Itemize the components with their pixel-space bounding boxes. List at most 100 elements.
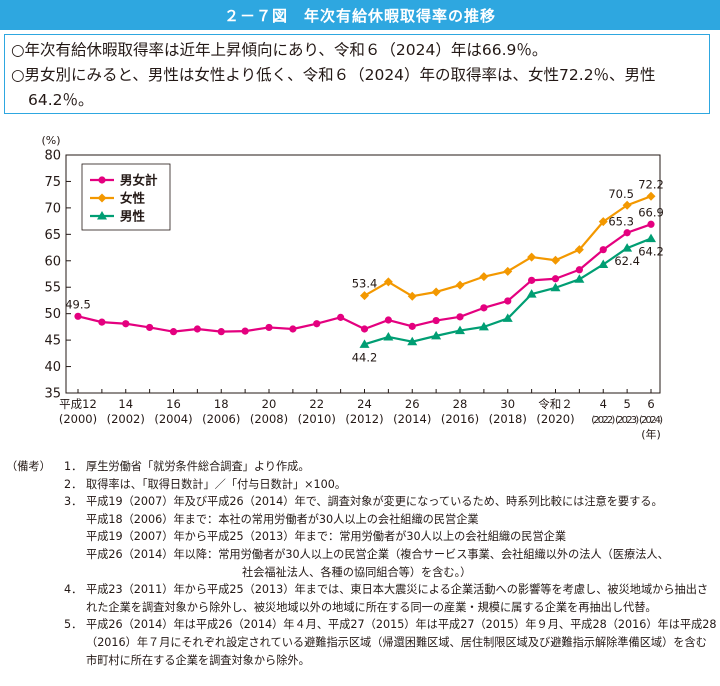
data-point	[431, 287, 441, 297]
data-label: 70.5	[608, 187, 634, 201]
data-point	[431, 330, 442, 340]
data-point	[478, 321, 489, 331]
data-point	[383, 331, 394, 341]
note-1: （備考） 1． 厚生労働省「就労条件総合調査」より作成。	[6, 458, 718, 476]
note-5: 5． 平成26（2014）年は平成26（2014）年４月、平成27（2015）年…	[6, 616, 718, 669]
x-tick-sublabel: (2023)	[615, 415, 639, 426]
data-point	[622, 200, 632, 210]
data-label: 44.2	[352, 350, 378, 364]
notes-lead: （備考）	[6, 460, 51, 473]
x-tick-label: 22	[309, 397, 324, 411]
x-tick-label: 平成12	[59, 397, 97, 411]
note-text: 平成23（2011）年から平成25（2013）年までは、東日本大震災による企業活…	[86, 583, 709, 614]
x-tick-label: 令和２	[538, 397, 573, 411]
plot-frame	[65, 154, 661, 394]
note-number: 1．	[64, 460, 83, 473]
note-3-sub-1: 平成18（2006）年まで：本社の常用労働者が30人以上の会社組織の民営企業	[86, 512, 479, 526]
data-point	[503, 266, 513, 276]
data-point	[551, 255, 560, 265]
y-tick-label: 70	[44, 201, 61, 216]
data-label: 62.4	[614, 254, 640, 268]
data-label: 53.4	[352, 277, 378, 291]
data-point	[550, 282, 561, 292]
data-point	[479, 272, 489, 282]
data-point	[574, 274, 585, 283]
note-3-sub-2: 平成19（2007）年から平成25（2013）年まで：常用労働者が30人以上の会…	[86, 530, 567, 544]
x-tick-sublabel: (2020)	[536, 412, 574, 426]
y-tick-label: 40	[44, 360, 61, 375]
data-point	[623, 229, 631, 237]
note-3-sub-4: 社会福祉法人、各種の協同組合等）を含む。）	[242, 565, 472, 579]
data-point	[622, 243, 633, 252]
data-point	[598, 217, 608, 227]
data-point	[407, 291, 417, 301]
notes-section: （備考） 1． 厚生労働省「就労条件総合調査」より作成。 2． 取得率は、「取得…	[6, 458, 718, 669]
data-point	[384, 316, 392, 324]
data-point	[527, 252, 537, 262]
data-point	[169, 328, 178, 336]
data-point	[456, 313, 464, 321]
data-point	[480, 304, 488, 312]
data-label: 66.9	[638, 205, 664, 219]
note-number: 3．	[64, 495, 83, 509]
data-point	[574, 245, 584, 255]
x-tick-label: 18	[214, 397, 229, 411]
data-point	[98, 318, 106, 326]
x-tick-label: 16	[166, 397, 181, 411]
y-tick-label: 35	[44, 387, 61, 402]
note-number: 5．	[64, 618, 83, 632]
x-tick-sublabel: (2006)	[202, 412, 240, 426]
x-tick-sublabel: (2022)	[591, 415, 615, 426]
y-tick-label: 50	[44, 307, 61, 322]
data-point	[598, 259, 609, 268]
x-tick-label: 20	[262, 397, 277, 411]
data-point	[289, 325, 297, 333]
data-point	[383, 277, 393, 287]
summary-box: ○年次有給休暇取得率は近年上昇傾向にあり、令和６（2024）年は66.9％。 ○…	[4, 34, 710, 114]
data-point	[551, 275, 560, 283]
data-point	[504, 297, 512, 305]
y-tick-label: 65	[44, 228, 61, 243]
data-point	[575, 266, 583, 274]
x-tick-sublabel: (2016)	[441, 412, 479, 426]
x-tick-sublabel: (2000)	[59, 412, 97, 426]
summary-line-2-cont: 64.2％。	[28, 91, 94, 109]
data-point	[455, 325, 465, 335]
note-text: 平成19（2007）年及び平成26（2014）年で、調査対象が変更になっているた…	[86, 495, 663, 509]
note-3-sub-3: 平成26（2014）年以降：常用労働者が30人以上の民営企業（複合サービス事業、…	[86, 547, 669, 561]
y-tick-label: 45	[44, 334, 61, 349]
legend-label: 男性	[120, 209, 146, 224]
x-tick-label: 4	[600, 397, 607, 411]
x-unit-label: (年)	[641, 427, 661, 441]
data-point	[455, 280, 465, 290]
x-tick-sublabel: (2024)	[639, 415, 663, 426]
legend-label: 女性	[120, 191, 146, 206]
note-number: 4．	[64, 583, 83, 597]
data-point	[265, 323, 273, 332]
note-text: 厚生労働省「就労条件総合調査」より作成。	[86, 460, 310, 473]
data-point	[432, 316, 440, 325]
data-point	[313, 320, 321, 328]
data-point	[97, 193, 107, 203]
data-point	[98, 176, 106, 184]
y-tick-label: 75	[44, 175, 61, 190]
y-tick-label: 55	[44, 281, 61, 296]
data-point	[647, 220, 655, 228]
line-chart: (%)35404550556065707580平成12(2000)14(2002…	[41, 134, 664, 441]
x-tick-label: 26	[405, 397, 420, 411]
data-point	[599, 246, 607, 254]
data-point	[360, 325, 369, 333]
data-label: 72.2	[638, 177, 664, 191]
data-point	[74, 312, 82, 320]
data-label: 49.5	[65, 297, 91, 311]
summary-line-2: ○男女別にみると、男性は女性より低く、令和６（2024）年の取得率は、女性72.…	[11, 66, 656, 84]
y-tick-label: 80	[44, 149, 61, 164]
data-point	[646, 233, 656, 243]
x-tick-label: 5	[623, 397, 630, 411]
note-2: 2． 取得率は、「取得日数計」／「付与日数計」×100。	[6, 476, 718, 494]
figure-title: ２－７図 年次有給休暇取得率の推移	[223, 6, 496, 25]
figure-title-bar: ２－７図 年次有給休暇取得率の推移	[0, 0, 720, 30]
data-point	[337, 313, 345, 321]
note-4: 4． 平成23（2011）年から平成25（2013）年までは、東日本大震災による…	[6, 581, 718, 616]
x-tick-sublabel: (2004)	[154, 412, 192, 426]
